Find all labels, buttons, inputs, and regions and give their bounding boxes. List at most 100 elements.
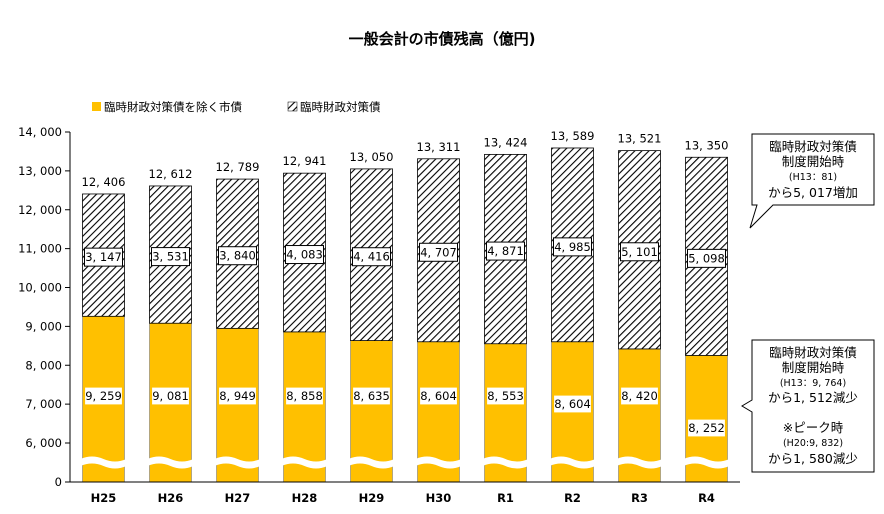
hatch-value-label-box [84, 247, 123, 267]
bar-labels-group: 9, 259 3, 147 12, 406 9, 081 3, 531 12, 612 8,… [82, 129, 729, 438]
hatch-value-label: 4, 416 [353, 250, 390, 264]
lower-callout-line3: (H13：9, 764) [780, 378, 846, 389]
legend-swatch-base [92, 102, 101, 111]
lower-callout-line6: (H20:9, 832) [783, 438, 843, 449]
hatch-value-label: 5, 098 [688, 251, 725, 265]
lower-callout-line2: 制度開始時 [782, 360, 845, 375]
base-value-label: 8, 420 [621, 389, 658, 403]
base-value-label-box [217, 386, 258, 406]
lower-callout-line1: 臨時財政対策債 [769, 345, 857, 360]
y-tick-label: 13, 000 [18, 164, 62, 178]
upper-callout-line4: から5, 017増加 [768, 185, 858, 200]
axis-break-mark [147, 456, 194, 469]
y-tick-label: 12, 000 [18, 203, 62, 217]
hatch-value-label-box [218, 246, 257, 266]
bars-group [80, 147, 730, 483]
x-tick-label: R2 [564, 491, 581, 505]
y-tick-label: 10, 000 [18, 281, 62, 295]
hatch-value-label-box [553, 237, 592, 257]
total-value-label: 12, 789 [216, 160, 260, 174]
axis-break-mark [482, 456, 529, 469]
base-value-label: 9, 259 [85, 389, 122, 403]
lower-callout-line4: から1, 512減少 [768, 390, 858, 405]
base-value-label: 8, 635 [353, 389, 390, 403]
axis-break-mark [683, 456, 730, 469]
y-tick-label: 14, 000 [18, 125, 62, 139]
axis-break-mark [80, 456, 127, 469]
x-tick-label: R1 [497, 491, 514, 505]
base-value-label-box [418, 386, 459, 406]
hatch-value-label: 4, 707 [420, 245, 457, 259]
x-tick-label: H27 [225, 491, 251, 505]
axis-break-mark [214, 456, 261, 469]
axis-break-mark [616, 456, 663, 469]
hatch-value-label: 4, 871 [487, 244, 524, 258]
hatch-value-label-box [419, 242, 458, 262]
base-value-label: 8, 252 [688, 421, 725, 435]
total-value-label: 13, 589 [551, 129, 595, 143]
hatch-value-label-box [151, 247, 190, 267]
base-value-label-box [284, 386, 325, 406]
x-tick-label: R4 [698, 491, 715, 505]
base-value-label-box [485, 386, 526, 406]
y-tick-label: 11, 000 [18, 242, 62, 256]
upper-callout-line3: (H13：81) [789, 172, 837, 183]
axis-break-mark [348, 456, 395, 469]
axis-break-mark [415, 456, 462, 469]
hatch-value-label: 4, 083 [286, 248, 323, 262]
legend: 臨時財政対策債を除く市債 臨時財政対策債 [92, 100, 381, 114]
y-axis: 0 6, 000 7, 000 8, 000 9, 000 10, 000 11, 000 1… [18, 125, 71, 489]
x-tick-label: H28 [292, 491, 318, 505]
hatch-value-label-box [486, 241, 525, 261]
hatch-value-label-box [352, 247, 391, 267]
x-tick-label: H25 [91, 491, 117, 505]
x-tick-label: H30 [426, 491, 452, 505]
y-tick-label: 6, 000 [25, 436, 62, 450]
total-value-label: 12, 612 [149, 167, 193, 181]
x-axis: H25 H26 H27 H28 H29 H30 R1 R2 R3 R4 [70, 481, 740, 505]
upper-callout: 臨時財政対策債 制度開始時 (H13：81) から5, 017増加 [749, 133, 875, 229]
lower-callout-line7: から1, 580減少 [768, 451, 858, 466]
hatch-value-label: 4, 985 [554, 240, 591, 254]
base-value-label-box [83, 386, 124, 406]
hatch-value-label: 5, 101 [621, 245, 658, 259]
upper-callout-line2: 制度開始時 [782, 154, 845, 169]
lower-callout-box [741, 339, 875, 473]
base-value-label: 8, 604 [420, 389, 457, 403]
x-tick-label: H29 [359, 491, 385, 505]
legend-label-base: 臨時財政対策債を除く市債 [104, 100, 242, 114]
hatch-value-label: 3, 147 [85, 250, 122, 264]
base-value-label-box [552, 394, 593, 414]
base-value-label: 9, 081 [152, 389, 189, 403]
hatch-value-label-box [620, 242, 659, 262]
upper-callout-line1: 臨時財政対策債 [769, 139, 857, 154]
x-tick-label: R3 [631, 491, 648, 505]
hatch-value-label: 3, 840 [219, 249, 256, 263]
upper-callout-box [749, 133, 875, 229]
base-value-label-box [351, 386, 392, 406]
base-value-label: 8, 553 [487, 389, 524, 403]
base-value-label: 8, 949 [219, 389, 256, 403]
y-tick-label: 9, 000 [25, 319, 62, 333]
lower-callout: 臨時財政対策債 制度開始時 (H13：9, 764) から1, 512減少 ※ピ… [741, 339, 875, 473]
y-tick-label: 7, 000 [25, 397, 62, 411]
y-tick-label: 8, 000 [25, 358, 62, 372]
base-value-label-box [619, 386, 660, 406]
total-value-label: 13, 350 [685, 138, 729, 152]
legend-swatch-hatch [287, 101, 298, 112]
hatch-value-label: 3, 531 [152, 250, 189, 264]
base-value-label-box [686, 418, 727, 438]
total-value-label: 12, 406 [82, 175, 126, 189]
hatch-value-label-box [285, 245, 324, 265]
base-value-label: 8, 604 [554, 397, 591, 411]
x-tick-label: H26 [158, 491, 184, 505]
lower-callout-line5: ※ピーク時 [783, 420, 844, 435]
total-value-label: 13, 424 [484, 135, 528, 149]
total-value-label: 13, 311 [417, 140, 461, 154]
axis-break-mark [281, 456, 328, 469]
total-value-label: 13, 521 [618, 132, 662, 146]
base-value-label-box [150, 386, 191, 406]
hatch-value-label-box [687, 248, 726, 268]
legend-label-hatch: 臨時財政対策債 [300, 100, 381, 114]
